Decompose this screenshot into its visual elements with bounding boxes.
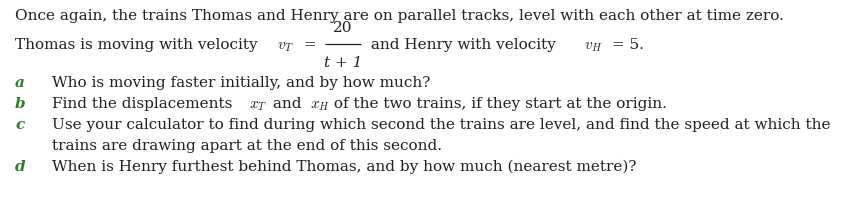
Text: $x_H$: $x_H$ [309,99,330,113]
Text: $v_H$: $v_H$ [584,40,603,54]
Text: 20: 20 [333,21,352,35]
Text: c: c [15,118,24,132]
Text: = 5.: = 5. [607,38,644,52]
Text: =: = [299,38,321,52]
Text: d: d [15,160,25,174]
Text: trains are drawing apart at the end of this second.: trains are drawing apart at the end of t… [52,139,442,153]
Text: Use your calculator to find during which second the trains are level, and find t: Use your calculator to find during which… [52,118,830,132]
Text: Find the displacements: Find the displacements [52,97,237,111]
Text: t + 1: t + 1 [324,56,362,70]
Text: and: and [269,97,307,111]
Text: Once again, the trains Thomas and Henry are on parallel tracks, level with each : Once again, the trains Thomas and Henry … [15,9,784,23]
Text: $x_T$: $x_T$ [249,99,267,113]
Text: Who is moving faster initially, and by how much?: Who is moving faster initially, and by h… [52,76,431,90]
Text: $v_T$: $v_T$ [277,40,294,54]
Text: and Henry with velocity: and Henry with velocity [366,38,561,52]
Text: When is Henry furthest behind Thomas, and by how much (nearest metre)?: When is Henry furthest behind Thomas, an… [52,160,636,174]
Text: Thomas is moving with velocity: Thomas is moving with velocity [15,38,262,52]
Text: of the two trains, if they start at the origin.: of the two trains, if they start at the … [329,97,667,111]
Text: b: b [15,97,25,111]
Text: a: a [15,76,25,90]
